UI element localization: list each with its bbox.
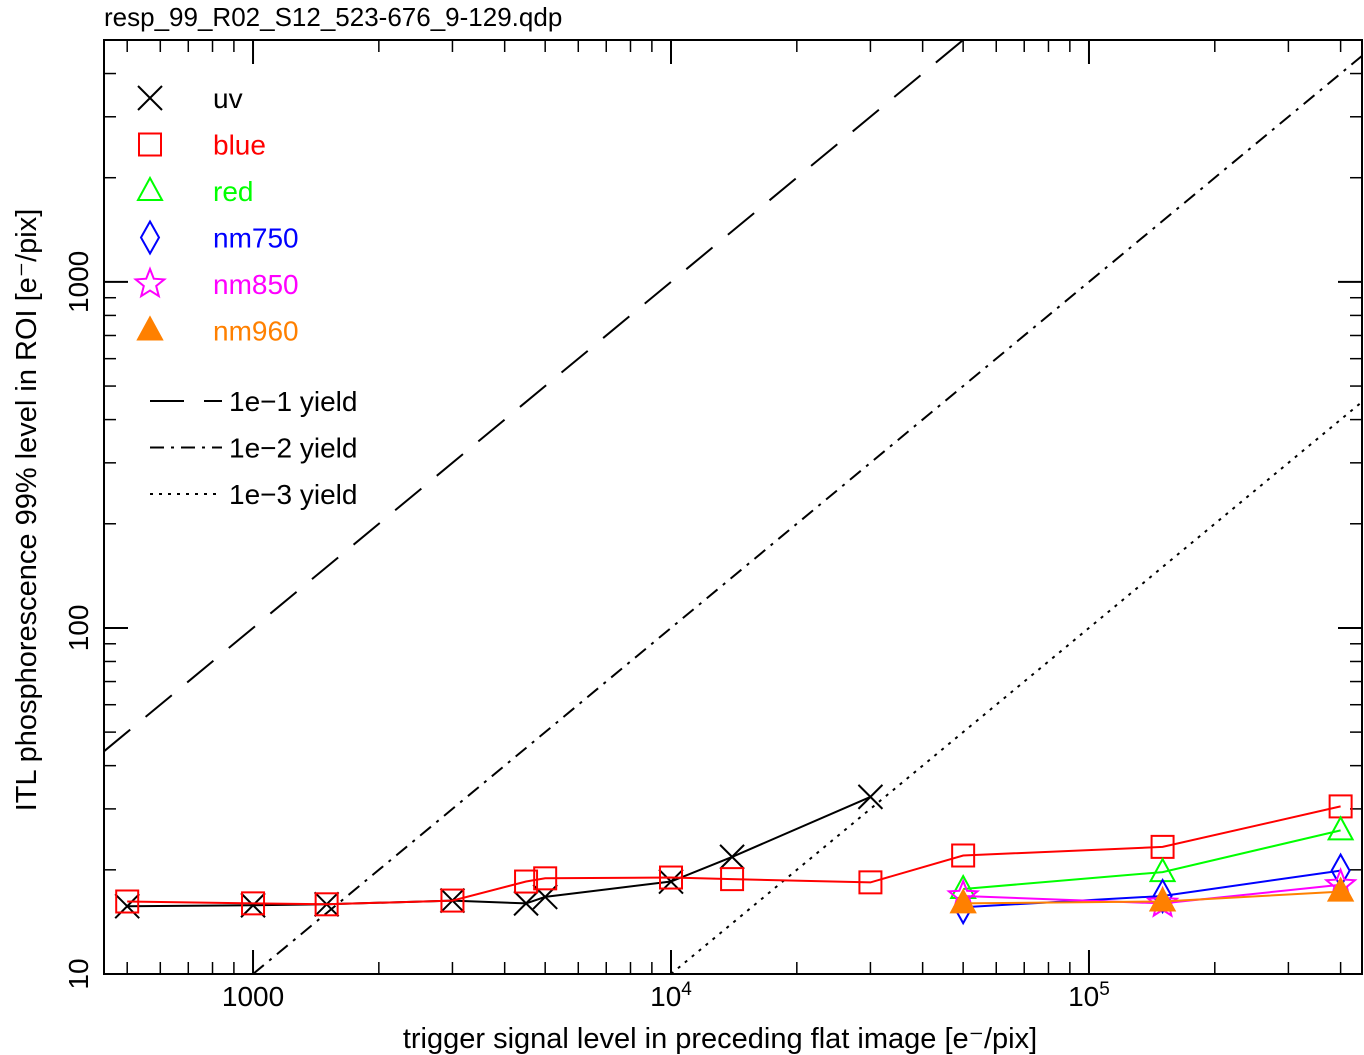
data-point-blue (440, 888, 465, 913)
data-point-blue (241, 891, 266, 916)
legend-label-yield-2: 1e−2 yield (229, 433, 357, 464)
legend-label-yield-3: 1e−3 yield (229, 479, 357, 510)
legend: uv blue red nm750 nm850 nm960 1e−1 yield 1e−2 y… (133, 83, 357, 510)
series-nm960 (949, 876, 1355, 914)
data-point-blue (858, 870, 883, 895)
file-title: resp_99_R02_S12_523-676_9-129.qdp (104, 2, 563, 32)
major-ticks: 1000 104 105 10 100 1000 (63, 40, 1362, 1012)
yield-line-1 (103, 39, 964, 753)
legend-marker-red (136, 175, 164, 201)
data-point-blue (533, 866, 558, 891)
data-point-nm960 (1326, 876, 1355, 902)
series-blue (115, 794, 1353, 917)
yield-line-2 (252, 55, 1363, 975)
plot-frame (103, 39, 1363, 975)
legend-marker-nm850 (133, 266, 167, 299)
legend-marker-blue (138, 132, 162, 157)
data-point-uv (719, 844, 745, 870)
legend-marker-uv (137, 85, 163, 111)
data-point-nm960 (949, 888, 977, 914)
series-line-uv (127, 795, 871, 908)
series-line-red (963, 829, 1341, 890)
y-tick-label: 10 (63, 958, 94, 989)
minor-ticks (104, 39, 1362, 974)
data-point-blue (314, 892, 339, 917)
data-point-blue (115, 889, 140, 914)
legend-marker-nm750 (139, 219, 161, 256)
legend-label-nm750: nm750 (213, 223, 299, 254)
series-line-blue (127, 805, 1341, 906)
x-tick-label: 104 (650, 979, 692, 1012)
data-point-uv (513, 890, 539, 917)
data-point-blue (1328, 794, 1353, 819)
data-point-red (1326, 815, 1355, 841)
series-uv (114, 784, 884, 919)
yield-line-3 (670, 401, 1363, 975)
x-tick-label: 105 (1068, 979, 1110, 1012)
legend-label-red: red (213, 176, 253, 207)
legend-label-blue: blue (213, 130, 266, 161)
x-axis-label: trigger signal level in preceding flat i… (403, 1023, 1037, 1055)
data-point-nm960 (1148, 886, 1177, 912)
data-series (114, 784, 1358, 926)
series-nm750 (953, 852, 1351, 926)
data-point-uv (240, 892, 266, 918)
data-point-blue (514, 869, 539, 894)
data-point-blue (951, 843, 976, 868)
legend-label-yield-1: 1e−1 yield (229, 386, 357, 417)
data-point-uv (114, 893, 140, 919)
data-point-blue (659, 865, 684, 890)
data-point-blue (720, 867, 745, 892)
legend-marker-nm960 (136, 315, 164, 341)
legend-label-nm960: nm960 (213, 316, 299, 347)
y-tick-label: 1000 (63, 251, 94, 313)
data-point-nm750 (1152, 877, 1173, 915)
legend-label-nm850: nm850 (213, 269, 299, 300)
data-point-uv (658, 868, 684, 895)
data-point-uv (857, 784, 884, 810)
y-axis-label: ITL phosphorescence 99% level in ROI [e⁻… (11, 209, 43, 812)
x-tick-label: 1000 (222, 981, 284, 1012)
y-tick-label: 100 (63, 605, 94, 652)
reference-lines (103, 39, 1363, 975)
series-red (949, 815, 1355, 900)
legend-label-uv: uv (213, 83, 243, 114)
